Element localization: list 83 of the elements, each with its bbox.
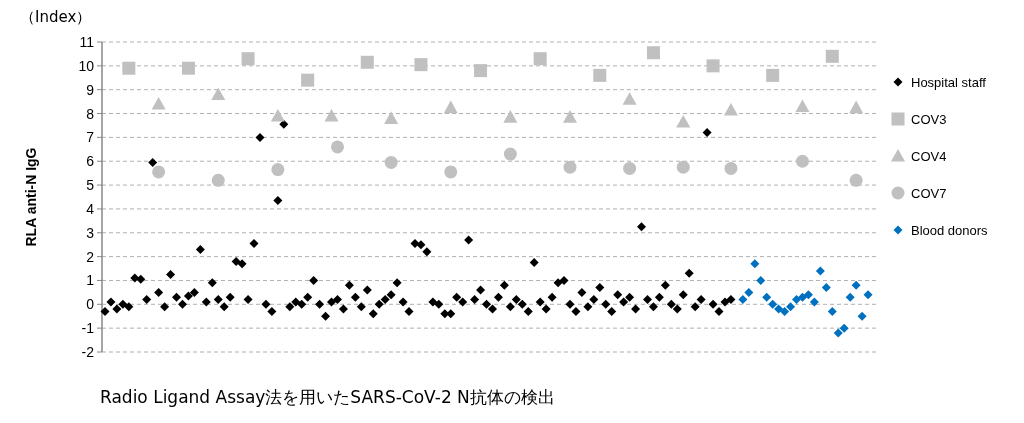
legend-label: Hospital staff: [911, 75, 987, 90]
point: [766, 68, 780, 82]
y-tick-label: 1: [86, 272, 95, 289]
point: [744, 287, 754, 297]
legend-label: COV7: [911, 186, 947, 201]
point: [360, 55, 374, 69]
point: [676, 160, 690, 174]
point: [623, 161, 637, 175]
point: [211, 173, 225, 187]
point: [849, 173, 863, 187]
y-tick-label: 10: [78, 57, 95, 74]
point: [122, 61, 136, 75]
point: [756, 275, 766, 285]
point: [444, 165, 458, 179]
legend-label: Blood donors: [911, 223, 989, 238]
point: [562, 110, 577, 123]
point: [803, 290, 813, 300]
point: [845, 292, 855, 302]
point: [593, 68, 607, 82]
point: [384, 155, 398, 169]
point: [503, 147, 517, 161]
legend-label: COV3: [911, 112, 947, 127]
point: [384, 111, 399, 124]
point: [774, 304, 784, 314]
y-tick-label: 5: [86, 177, 95, 194]
point: [563, 160, 577, 174]
point: [414, 58, 428, 72]
point: [503, 110, 518, 123]
point: [324, 108, 339, 122]
point: [151, 97, 166, 110]
text: Radio Ligand Assay法を用いたSARS-CoV-2 N抗体の検出: [100, 387, 555, 407]
point: [301, 73, 315, 87]
point: [738, 295, 748, 305]
point: [863, 290, 873, 300]
y-tick-label: 4: [86, 200, 95, 217]
point: [768, 299, 778, 309]
point: [797, 292, 807, 302]
point: [181, 61, 195, 75]
y-tick-label: 11: [79, 34, 95, 50]
point: [809, 297, 819, 307]
point: [622, 92, 637, 105]
point: [330, 140, 344, 154]
point: [723, 102, 738, 116]
y-tick-label: 9: [86, 81, 95, 98]
y-tick-label: 0: [86, 296, 95, 313]
point: [815, 266, 825, 276]
point: [152, 165, 166, 179]
point: [792, 295, 802, 305]
y-tick-label: 2: [86, 248, 95, 265]
point: [849, 100, 864, 114]
point: [724, 161, 738, 175]
point: [833, 328, 843, 338]
point: [780, 306, 790, 316]
point: [646, 46, 660, 60]
legend-label: COV4: [911, 149, 947, 164]
point: [762, 292, 772, 302]
point: [750, 259, 760, 269]
point: [706, 59, 720, 73]
point: [271, 163, 285, 177]
point: [786, 302, 796, 312]
y-tick-label: -2: [81, 344, 95, 360]
point: [821, 283, 831, 293]
point: [851, 280, 861, 290]
point: [795, 154, 809, 168]
point: [443, 100, 458, 114]
point: [270, 108, 285, 122]
point: [825, 49, 839, 63]
y-tick-label: 8: [86, 105, 95, 122]
point: [857, 311, 867, 321]
point: [474, 64, 488, 78]
point: [241, 52, 255, 66]
y-tick-label: 7: [86, 129, 95, 146]
point: [211, 87, 226, 101]
point: [533, 52, 547, 66]
point: [839, 323, 849, 333]
y-tick-label: -1: [81, 320, 95, 337]
text: （Index）: [20, 8, 92, 26]
point: [676, 114, 691, 128]
y-tick-label: 6: [86, 153, 95, 170]
y-axis-title: RLA anti-N IgG: [23, 147, 39, 247]
point: [795, 99, 810, 112]
point: [827, 306, 837, 316]
y-tick-label: 3: [86, 224, 95, 241]
